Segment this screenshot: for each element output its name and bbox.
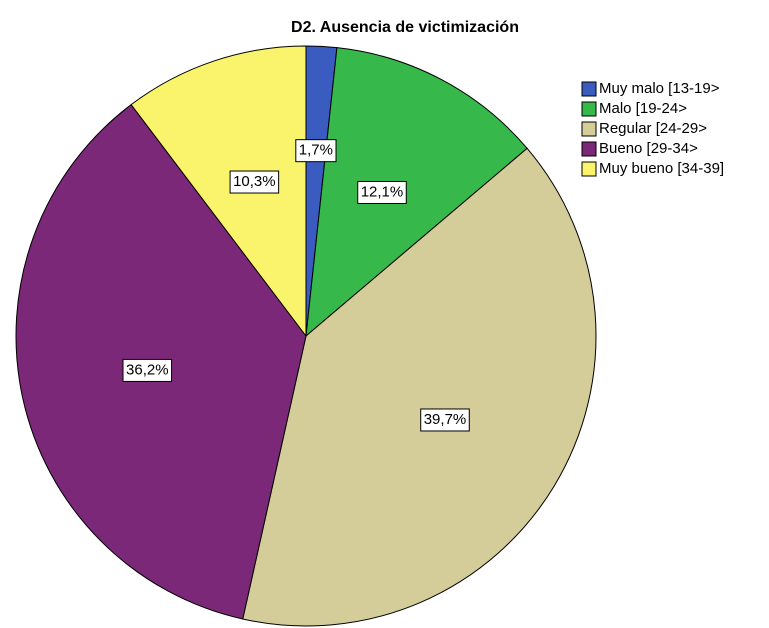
legend-swatch: [581, 141, 597, 157]
slice-label: 12,1%: [361, 183, 404, 200]
pie-slice: [305, 47, 528, 338]
label-box: [122, 358, 173, 382]
legend-swatch: [581, 161, 597, 177]
legend-text: Bueno [29-34>: [599, 140, 698, 157]
label-box: [295, 139, 337, 163]
legend-swatch: [581, 101, 597, 117]
legend-text: Muy bueno [34-39]: [599, 160, 724, 177]
slice-label: 1,7%: [299, 142, 333, 159]
label-box: [357, 180, 407, 204]
slice-label: 36,2%: [126, 361, 169, 378]
legend-text: Regular [24-29>: [599, 120, 707, 137]
slice-label: 39,7%: [424, 411, 467, 428]
label-box: [229, 170, 280, 194]
label-box: [420, 408, 470, 432]
legend-text: Muy malo [13-19>: [599, 80, 720, 97]
pie-slice: [242, 147, 597, 627]
slice-label: 10,3%: [233, 173, 276, 190]
chart-title: D2. Ausencia de victimización: [291, 19, 519, 36]
legend-swatch: [581, 121, 597, 137]
legend-text: Malo [19-24>: [599, 100, 687, 117]
pie-slice: [130, 45, 307, 338]
legend-swatch: [581, 81, 597, 97]
